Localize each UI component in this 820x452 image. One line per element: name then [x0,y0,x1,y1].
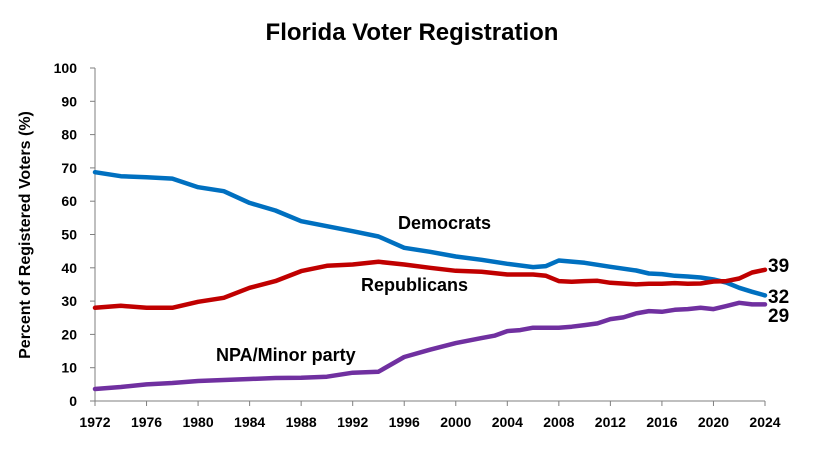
axes: 0 10 20 30 40 50 60 70 80 90 100 1972 1976 1980 1984 19… [54,60,781,430]
x-tick-label: 1992 [337,414,368,430]
y-tick-label: 0 [69,393,77,409]
label-layer: Democrats Republicans NPA/Minor party 39… [216,213,789,365]
x-tick-label: 2012 [595,414,626,430]
y-tick-label: 80 [61,127,77,143]
series-layer [92,169,768,392]
y-tick-label: 100 [54,60,78,76]
x-tick-label: 1996 [389,414,420,430]
annotation-democrats: Democrats [398,213,491,233]
y-tick-label: 20 [61,326,77,342]
x-tick-label: 1980 [182,414,213,430]
y-tick-label: 40 [61,260,77,276]
end-label-republicans: 39 [768,256,789,277]
y-axis-title: Percent of Registered Voters (%) [17,111,34,359]
annotation-republicans: Republicans [361,275,468,295]
chart-title: Florida Voter Registration [266,19,559,46]
x-tick-label: 2024 [749,414,780,430]
x-tick-label: 1972 [79,414,110,430]
x-tick-label: 1976 [131,414,162,430]
y-tick-label: 50 [61,227,77,243]
x-tick-label: 2016 [646,414,677,430]
x-tick-label: 2004 [492,414,523,430]
x-tick-label: 2000 [440,414,471,430]
y-tick-label: 60 [61,193,77,209]
y-tick-label: 70 [61,160,77,176]
series-line-republicans [92,259,768,311]
x-tick-label: 2008 [543,414,574,430]
x-tick-label: 1988 [286,414,317,430]
y-tick-label: 90 [61,93,77,109]
series-line-npa-minor-party [92,300,768,392]
end-label-democrats: 32 [768,287,789,308]
x-tick-label: 1984 [234,414,265,430]
series-line-democrats [92,169,768,298]
end-label-npa: 29 [768,306,789,327]
annotation-npa-minor: NPA/Minor party [216,345,356,365]
x-tick-label: 2020 [698,414,729,430]
y-tick-label: 30 [61,293,77,309]
y-tick-label: 10 [61,360,77,376]
